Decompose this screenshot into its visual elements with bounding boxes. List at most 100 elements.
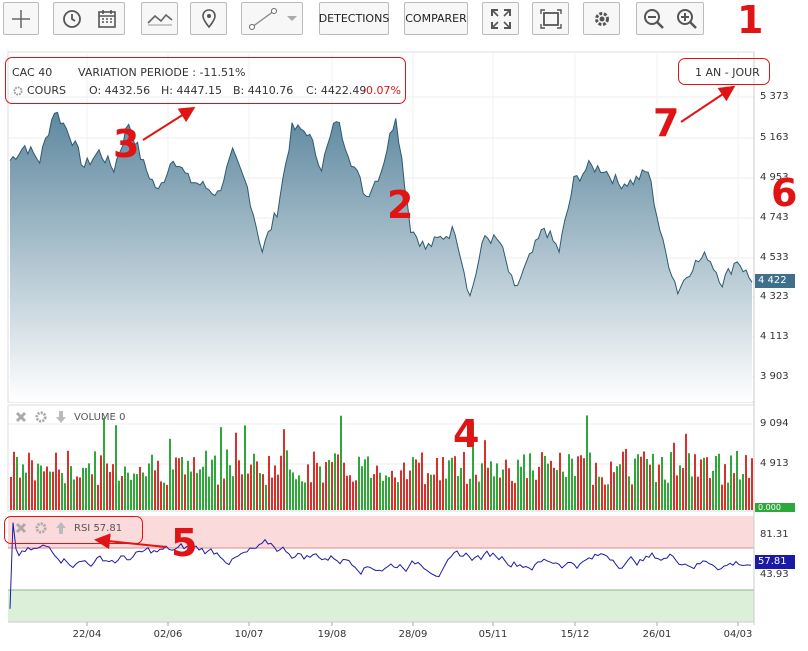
volume-bar	[154, 470, 156, 510]
volume-bar	[328, 460, 330, 510]
x-tick: 02/06	[153, 629, 183, 640]
last-volume-tag: 0.000	[755, 503, 795, 512]
volume-bar	[571, 458, 573, 510]
index-name: CAC 40	[12, 66, 53, 79]
volume-bar	[625, 448, 627, 510]
volume-bar	[337, 454, 339, 510]
drawing-tool-dropdown[interactable]	[241, 2, 303, 35]
price-y-tick: 4 533	[760, 252, 789, 263]
volume-bar	[184, 474, 186, 510]
volume-bar	[661, 456, 663, 510]
volume-bar	[739, 479, 741, 510]
volume-bar	[133, 473, 135, 510]
annotation-box-rsi	[4, 516, 143, 544]
volume-bar	[712, 470, 714, 510]
volume-bar	[286, 450, 288, 510]
volume-bar	[385, 475, 387, 510]
volume-bar	[517, 459, 519, 510]
detections-button[interactable]: DETECTIONS	[319, 2, 389, 35]
volume-bar	[520, 466, 522, 510]
volume-bar	[538, 466, 540, 510]
volume-bar	[652, 453, 654, 510]
close-icon[interactable]	[14, 410, 28, 424]
rsi-tick: 43.93	[760, 569, 789, 580]
volume-bar	[55, 452, 57, 510]
volume-bar	[421, 452, 423, 510]
volume-bar	[355, 480, 357, 510]
mode-selector[interactable]: COURS	[12, 84, 66, 97]
volume-bar	[157, 460, 159, 510]
gear-icon[interactable]	[34, 410, 48, 424]
volume-bar	[466, 483, 468, 510]
x-tick: 04/03	[723, 629, 753, 640]
arrow-down-icon[interactable]	[54, 410, 68, 424]
volume-bar	[61, 472, 63, 510]
indicator-button[interactable]	[141, 2, 178, 35]
volume-bar	[268, 455, 270, 510]
volume-tick: 9 094	[760, 418, 789, 429]
x-tick: 28/09	[398, 629, 428, 640]
volume-bar	[490, 461, 492, 510]
volume-bar	[343, 462, 345, 510]
annotation-label: 4	[453, 412, 480, 456]
volume-bar	[493, 476, 495, 510]
x-tick: 05/11	[478, 629, 508, 640]
close-icon[interactable]	[14, 521, 28, 535]
volume-bar	[496, 463, 498, 510]
volume-bar	[745, 455, 747, 510]
zoom-out-icon[interactable]	[643, 8, 665, 30]
gear-icon[interactable]	[34, 521, 48, 535]
price-y-tick: 4 953	[760, 172, 789, 183]
volume-bar	[139, 466, 141, 510]
volume-bar	[340, 415, 342, 510]
zoom-in-icon[interactable]	[676, 8, 698, 30]
volume-bar	[367, 456, 369, 510]
arrow-up-icon[interactable]	[54, 521, 68, 535]
frame-icon	[539, 8, 562, 29]
period-button[interactable]: 1 AN - JOUR	[695, 66, 760, 79]
volume-bar	[31, 460, 33, 510]
frame-button[interactable]	[532, 2, 569, 35]
time-tools-group	[53, 2, 125, 35]
trendline-icon	[249, 7, 277, 30]
volume-bar	[448, 460, 450, 510]
annotation-label: 1	[737, 0, 764, 42]
volume-bar	[13, 451, 15, 510]
volume-bar	[502, 469, 504, 510]
volume-bar	[118, 480, 120, 510]
volume-bar	[592, 484, 594, 510]
volume-bar	[394, 477, 396, 510]
volume-bar	[250, 464, 252, 510]
volume-bar	[376, 465, 378, 510]
volume-bar	[247, 473, 249, 510]
volume-bar	[601, 477, 603, 510]
volume-bar	[676, 475, 678, 510]
volume-bar	[244, 425, 246, 510]
volume-bar	[220, 427, 222, 510]
clock-history-icon[interactable]	[61, 8, 83, 30]
marker-button[interactable]	[190, 2, 227, 35]
crosshair-button[interactable]	[3, 2, 39, 35]
comparer-button[interactable]: COMPARER	[404, 2, 468, 35]
volume-bar	[58, 469, 60, 510]
calendar-icon[interactable]	[96, 8, 118, 30]
volume-bar	[667, 482, 669, 510]
volume-bar	[205, 450, 207, 510]
volume-bar	[727, 482, 729, 510]
volume-bar	[418, 462, 420, 510]
fullscreen-button[interactable]	[482, 2, 519, 35]
volume-bar	[391, 470, 393, 510]
settings-button[interactable]	[583, 2, 620, 35]
volume-bar	[238, 460, 240, 510]
volume-bar	[373, 474, 375, 510]
volume-bar	[76, 476, 78, 510]
volume-bar	[115, 425, 117, 510]
gear-icon	[13, 86, 23, 95]
price-y-tick: 5 373	[760, 91, 789, 102]
last-price-tag: 4 422	[755, 274, 795, 288]
volume-bar	[106, 463, 108, 510]
volume-bar	[193, 457, 195, 510]
rsi-label: RSI	[74, 522, 91, 534]
